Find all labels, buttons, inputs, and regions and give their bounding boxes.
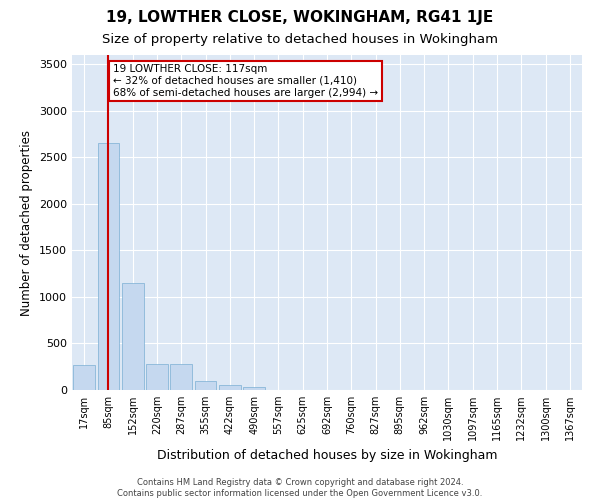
- Text: Contains HM Land Registry data © Crown copyright and database right 2024.
Contai: Contains HM Land Registry data © Crown c…: [118, 478, 482, 498]
- Bar: [122, 283, 143, 390]
- Bar: [97, 144, 119, 390]
- X-axis label: Distribution of detached houses by size in Wokingham: Distribution of detached houses by size …: [157, 448, 497, 462]
- Bar: [219, 385, 241, 390]
- Bar: [243, 386, 265, 390]
- Text: 19 LOWTHER CLOSE: 117sqm
← 32% of detached houses are smaller (1,410)
68% of sem: 19 LOWTHER CLOSE: 117sqm ← 32% of detach…: [113, 64, 378, 98]
- Text: 19, LOWTHER CLOSE, WOKINGHAM, RG41 1JE: 19, LOWTHER CLOSE, WOKINGHAM, RG41 1JE: [106, 10, 494, 25]
- Bar: [194, 381, 217, 390]
- Bar: [170, 364, 192, 390]
- Bar: [146, 364, 168, 390]
- Y-axis label: Number of detached properties: Number of detached properties: [20, 130, 34, 316]
- Text: Size of property relative to detached houses in Wokingham: Size of property relative to detached ho…: [102, 32, 498, 46]
- Bar: [73, 365, 95, 390]
